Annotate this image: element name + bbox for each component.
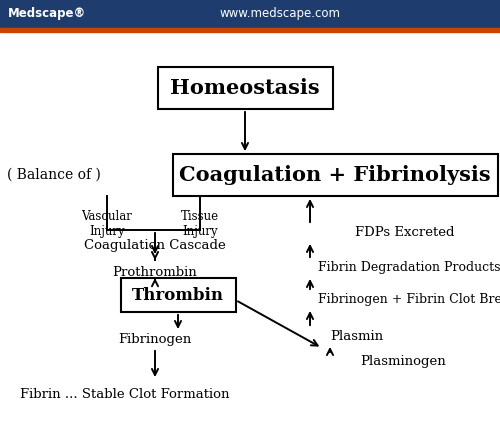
Text: ( Balance of ): ( Balance of ): [7, 168, 101, 182]
Text: Coagulation Cascade: Coagulation Cascade: [84, 238, 226, 251]
Text: Homeostasis: Homeostasis: [170, 78, 320, 98]
Bar: [120, 278, 236, 312]
Text: Fibrinogen + Fibrin Clot Breakdown: Fibrinogen + Fibrin Clot Breakdown: [318, 293, 500, 307]
Text: FDPs Excreted: FDPs Excreted: [355, 226, 454, 240]
Text: Vascular
Injury: Vascular Injury: [82, 210, 132, 238]
Text: Fibrin Degradation Products ( FDPs): Fibrin Degradation Products ( FDPs): [318, 262, 500, 274]
Bar: [0, 28, 500, 32]
Text: Fibrinogen: Fibrinogen: [118, 334, 192, 346]
Text: Medscape®: Medscape®: [8, 8, 86, 20]
Bar: [172, 154, 498, 196]
Text: Prothrombin: Prothrombin: [112, 265, 198, 279]
Text: Coagulation + Fibrinolysis: Coagulation + Fibrinolysis: [179, 165, 491, 185]
Bar: [158, 67, 332, 109]
Text: Plasmin: Plasmin: [330, 329, 383, 343]
Bar: [0, 0, 500, 28]
Text: Plasminogen: Plasminogen: [360, 355, 446, 368]
Text: Tissue
Injury: Tissue Injury: [181, 210, 219, 238]
Text: Thrombin: Thrombin: [132, 287, 224, 304]
Text: www.medscape.com: www.medscape.com: [220, 8, 341, 20]
Text: Fibrin ... Stable Clot Formation: Fibrin ... Stable Clot Formation: [20, 388, 230, 402]
